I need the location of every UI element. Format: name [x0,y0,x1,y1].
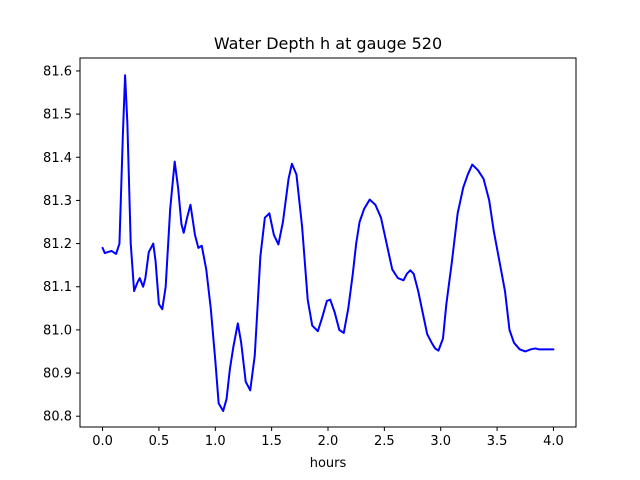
y-tick-label: 80.9 [43,367,72,382]
x-tick-label: 0.0 [92,434,113,449]
x-axis-label: hours [310,456,347,471]
chart-title: Water Depth h at gauge 520 [214,34,442,53]
y-tick-label: 80.8 [43,410,72,425]
x-tick-label: 1.0 [205,434,226,449]
x-tick-label: 2.5 [374,434,395,449]
x-tick-label: 4.0 [543,434,564,449]
x-tick-label: 3.5 [487,434,508,449]
y-tick-label: 81.2 [43,237,72,252]
y-tick-label: 81.4 [43,151,72,166]
y-tick-label: 81.0 [43,323,72,338]
plot-area [101,74,555,413]
x-tick-label: 1.5 [261,434,282,449]
x-tick-label: 2.0 [318,434,339,449]
y-axis: 80.8 80.9 81.0 81.1 81.2 81.3 81.4 81.5 81.6 [43,64,80,425]
x-axis: 0.0 0.5 1.0 1.5 2.0 2.5 3.0 3.5 4.0 [92,427,564,449]
y-tick-label: 81.1 [43,280,72,295]
x-tick-label: 0.5 [149,434,170,449]
series-line-0 [101,74,555,413]
y-tick-label: 81.6 [43,64,72,79]
y-tick-label: 81.5 [43,108,72,123]
y-tick-label: 81.3 [43,194,72,209]
x-tick-label: 3.0 [430,434,451,449]
